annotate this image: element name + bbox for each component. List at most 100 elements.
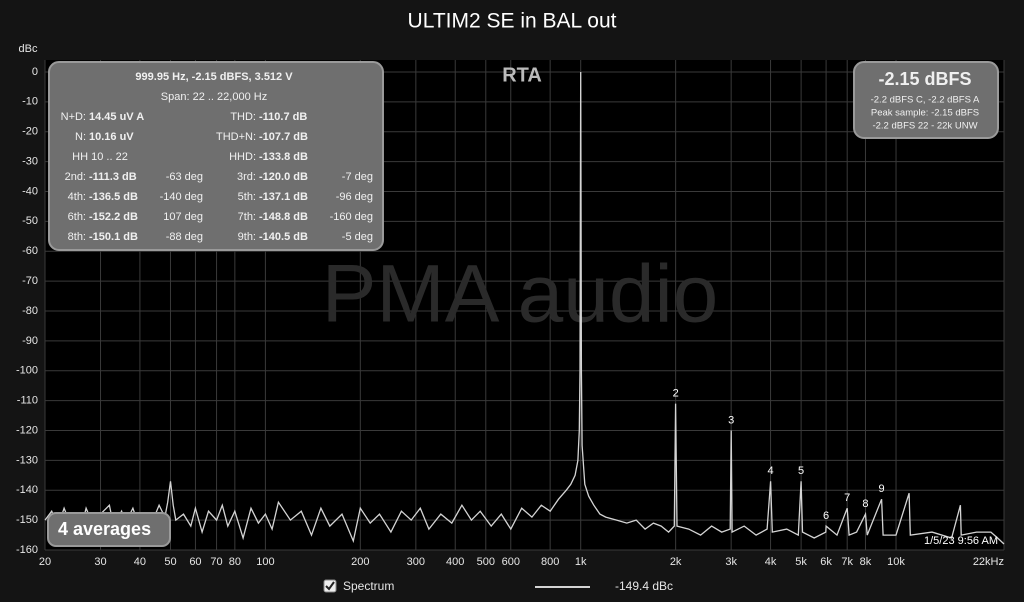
x-tick-label: 600 xyxy=(502,556,520,568)
legend-label: Spectrum xyxy=(343,579,394,593)
x-tick-label: 50 xyxy=(164,556,176,568)
info-label: HHD: xyxy=(229,151,256,163)
info-header: 999.95 Hz, -2.15 dBFS, 3.512 V xyxy=(135,71,293,83)
x-tick-label: 2k xyxy=(670,556,682,568)
x-tick-label: 100 xyxy=(256,556,274,568)
info-phase: -7 deg xyxy=(342,171,373,183)
info-value: -107.7 dB xyxy=(259,131,308,143)
info-value: -133.8 dB xyxy=(259,151,308,163)
info-value: -148.8 dB xyxy=(259,211,308,223)
y-tick-label: -70 xyxy=(22,275,38,287)
y-tick-label: -150 xyxy=(16,514,38,526)
x-tick-label: 200 xyxy=(351,556,369,568)
info-label: 9th: xyxy=(238,231,256,243)
y-tick-label: 0 xyxy=(32,66,38,78)
x-tick-label: 1k xyxy=(575,556,587,568)
y-tick-label: -110 xyxy=(17,395,38,407)
x-tick-label: 6k xyxy=(820,556,832,568)
legend-value: -149.4 dBc xyxy=(615,579,673,593)
checkbox-tick xyxy=(325,581,335,591)
x-tick-label: 22kHz xyxy=(973,556,1004,568)
x-tick-label: 800 xyxy=(541,556,559,568)
y-tick-label: -50 xyxy=(22,215,38,227)
info-label: N: xyxy=(75,131,86,143)
info-value: -111.3 dB xyxy=(89,171,137,183)
info-value: 10.16 uV xyxy=(89,131,134,143)
watermark: PMA audio xyxy=(322,249,719,340)
info-value: -150.1 dB xyxy=(89,231,138,243)
x-tick-label: 20 xyxy=(39,556,51,568)
y-tick-label: -100 xyxy=(16,365,38,377)
info-phase: -88 deg xyxy=(166,231,203,243)
spectrum-line xyxy=(44,71,1005,545)
harmonic-marker: 4 xyxy=(767,465,773,477)
y-axis-label: dBc xyxy=(19,43,38,55)
x-tick-label: 70 xyxy=(210,556,222,568)
x-tick-label: 10k xyxy=(887,556,905,568)
harmonic-marker: 6 xyxy=(823,510,829,522)
info-value: -136.5 dB xyxy=(89,191,138,203)
averages-box xyxy=(47,512,171,547)
y-tick-label: -10 xyxy=(22,96,38,108)
y-tick-label: -20 xyxy=(22,126,38,138)
info-value: -140.5 dB xyxy=(259,231,308,243)
chart-title: ULTIM2 SE in BAL out xyxy=(408,10,617,33)
x-tick-label: 300 xyxy=(407,556,425,568)
y-tick-label: -120 xyxy=(16,424,38,436)
level-main: -2.15 dBFS xyxy=(878,69,971,89)
info-phase: -96 deg xyxy=(336,191,373,203)
info-label: THD+N: xyxy=(216,131,256,143)
harmonic-marker: 9 xyxy=(879,483,885,495)
y-tick-label: -160 xyxy=(16,544,38,556)
y-tick-label: -60 xyxy=(22,245,38,257)
info-phase: -63 deg xyxy=(166,171,203,183)
x-tick-label: 60 xyxy=(189,556,201,568)
info-label: 5th: xyxy=(238,191,256,203)
info-label: 3rd: xyxy=(237,171,256,183)
info-label: 7th: xyxy=(238,211,256,223)
y-tick-label: -90 xyxy=(22,335,38,347)
info-value: -120.0 dB xyxy=(259,171,308,183)
x-tick-label: 3k xyxy=(725,556,737,568)
averages: 4 averages xyxy=(58,519,151,539)
y-tick-label: -80 xyxy=(22,305,38,317)
y-tick-label: -40 xyxy=(22,185,38,197)
info-header: Span: 22 .. 22,000 Hz xyxy=(161,91,267,103)
harmonic-marker: 8 xyxy=(862,498,868,510)
info-label: N+D: xyxy=(61,111,86,123)
x-tick-label: 40 xyxy=(134,556,146,568)
y-tick-label: -30 xyxy=(22,155,38,167)
info-value: -137.1 dB xyxy=(259,191,308,203)
x-tick-label: 4k xyxy=(765,556,777,568)
timestamp: 1/5/23 9:56 AM xyxy=(924,535,998,547)
info-label: HH 10 .. 22 xyxy=(72,151,128,163)
x-tick-label: 7k xyxy=(841,556,853,568)
x-tick-label: 400 xyxy=(446,556,464,568)
harmonic-marker: 7 xyxy=(844,492,850,504)
info-label: 4th: xyxy=(68,191,86,203)
y-tick-label: -140 xyxy=(16,484,38,496)
info-phase: -5 deg xyxy=(342,231,373,243)
trace-layer: 2 3 4 5 6 7 89 xyxy=(44,71,1005,545)
info-label: 8th: xyxy=(68,231,86,243)
harmonic-marker: 3 xyxy=(728,414,734,426)
x-tick-label: 80 xyxy=(229,556,241,568)
harmonic-marker: 2 xyxy=(673,388,679,400)
info-phase: 107 deg xyxy=(163,211,203,223)
info-value: 14.45 uV A xyxy=(89,111,144,123)
x-tick-label: 8k xyxy=(860,556,872,568)
mode-label: RTA xyxy=(502,64,542,86)
info-phase: -140 deg xyxy=(160,191,203,203)
level-line: -2.2 dBFS 22 - 22k UNW xyxy=(872,121,977,132)
x-tick-label: 5k xyxy=(795,556,807,568)
info-label: 6th: xyxy=(68,211,86,223)
harmonic-marker: 5 xyxy=(798,465,804,477)
info-box-bg xyxy=(48,61,384,251)
level-box: -2.15 dBFS -2.2 dBFS C, -2.2 dBFS A Peak … xyxy=(853,61,999,139)
level-line: -2.2 dBFS C, -2.2 dBFS A xyxy=(871,95,980,106)
level-line: Peak sample: -2.15 dBFS xyxy=(871,108,979,119)
info-box: 999.95 Hz, -2.15 dBFS, 3.512 V Span: 22 .… xyxy=(48,61,384,251)
info-value: -110.7 dB xyxy=(259,111,307,123)
info-value: -152.2 dB xyxy=(89,211,138,223)
